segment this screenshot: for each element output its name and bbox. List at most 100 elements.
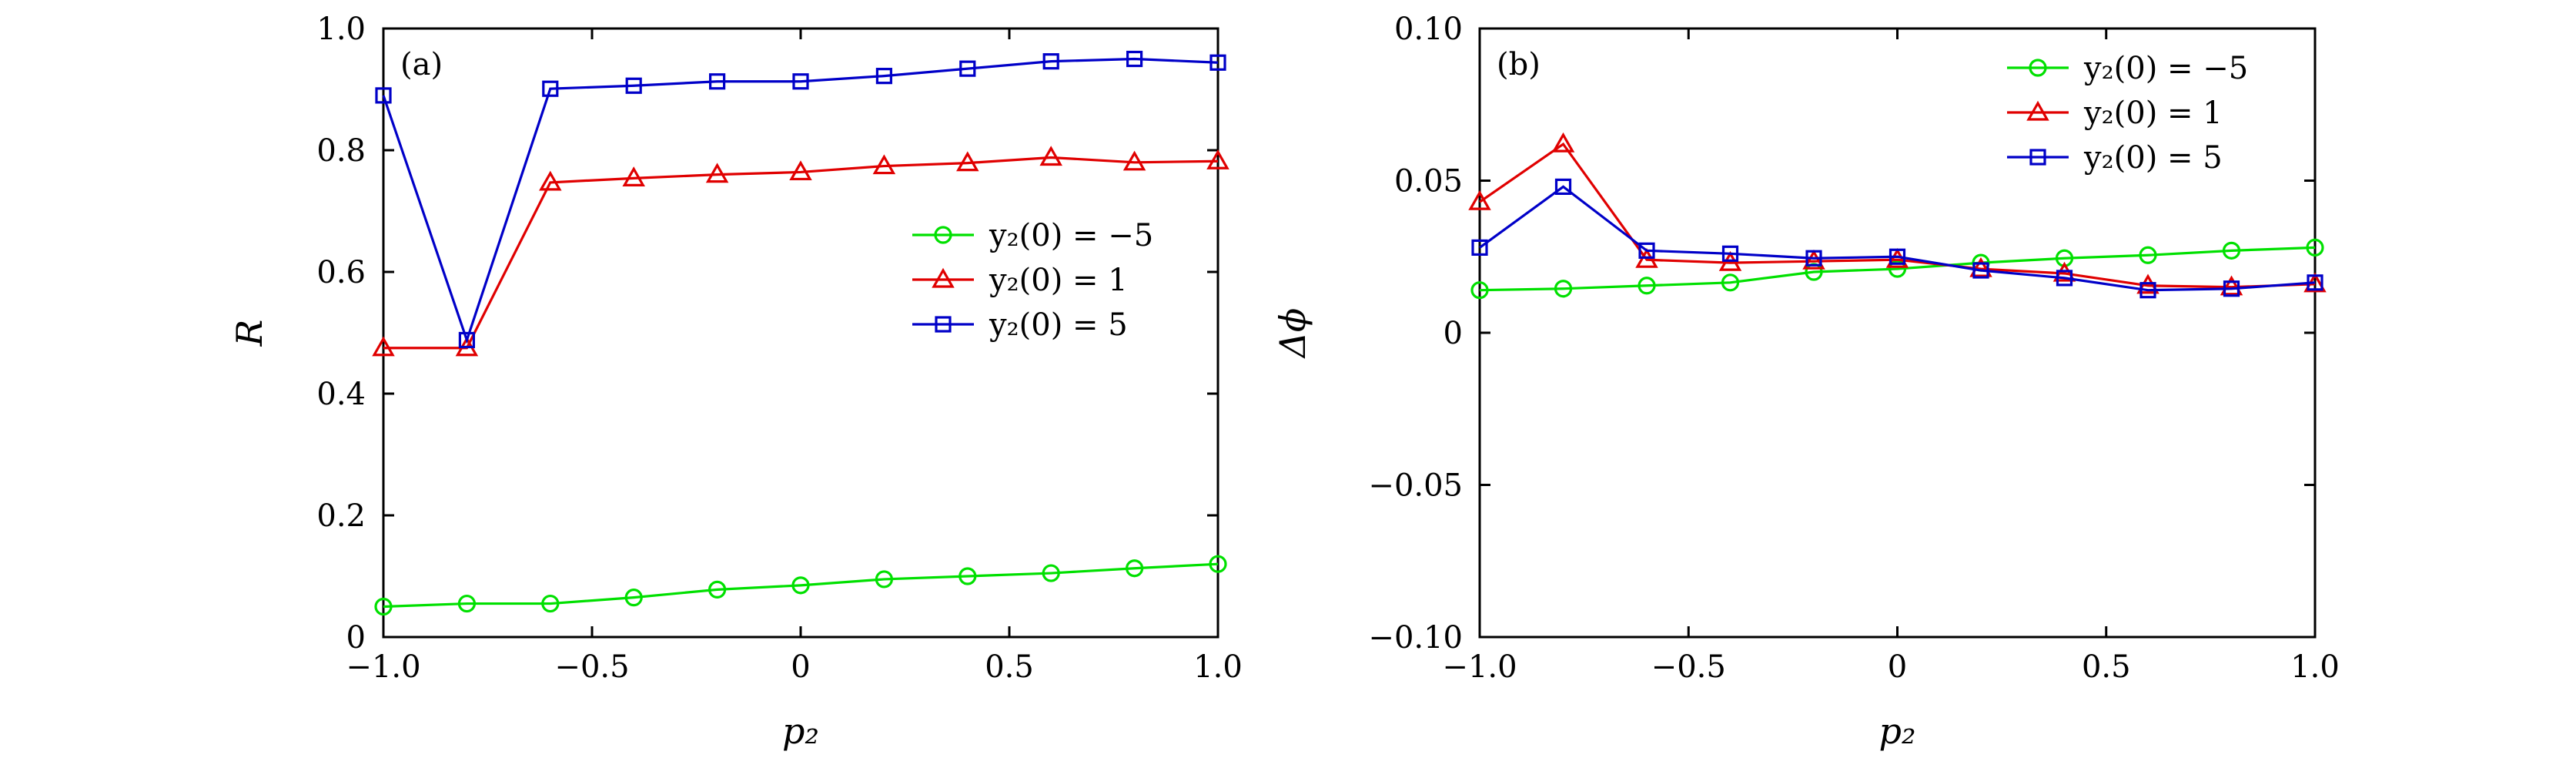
panel-a-legend-marker-0 [934,226,952,244]
panel-b-series-0-point [1470,281,1489,300]
panel-b-legend-marker-0 [2029,59,2047,77]
panel-a: −1.0 −0.5 0 0.5 1.0 0 0.2 0.4 0.6 0.8 1.0 p₂ R (a) y₂(… [229,12,1243,752]
panel-b-legend-marker-2 [2029,149,2046,166]
panel-a-series-0-line [383,562,1219,609]
panel-a-xtick-label: 1.0 [1193,649,1243,685]
panel-b-ytick-label: 0.10 [1394,12,1463,47]
panel-b-series-2-point [1889,248,1906,265]
panel-a-legend-marker-1 [932,267,955,288]
panel-a-series-0-point [457,594,477,613]
panel-a-series-0-point [374,597,393,616]
panel-a-series-2-point [875,68,893,85]
panel-a-ytick-label: 1.0 [316,12,366,47]
panel-a-xtick-label: −0.5 [554,649,629,685]
panel-a-ytick-label: 0 [346,620,366,656]
panel-b-xlabel: p₂ [1879,710,1916,752]
panel-b-series-2-point [1638,242,1655,259]
panel-a-series-2-point [375,87,392,104]
panel-a-legend-label-0: y₂(0) = −5 [989,218,1153,253]
panel-b-series-2-line [1479,185,2316,292]
panel-a-series-2-point [542,80,559,97]
panel-b-series-2-point [2056,270,2073,287]
panel-b-series-2-point [1972,262,1989,279]
panel-a-series-1-point [1122,150,1146,171]
panel-b-ylabel: Δϕ [1272,308,1313,360]
panel-b-series-2-point [2139,282,2156,299]
panel-a-series-0-point [1125,559,1144,578]
panel-b-series-1-line [1479,142,2316,289]
panel-a-series-0-point [1209,555,1227,573]
panel-a-series-0-point [624,589,643,607]
panel-a-series-1-point [1206,149,1229,169]
panel-a-ytick-label: 0.4 [316,377,366,412]
panel-a-xtick-label: 0 [791,649,810,685]
panel-b-series-1-point [1551,132,1575,153]
panel-b-series-1-point [1468,190,1491,210]
panel-b-series-0-point [1638,277,1656,295]
panel-a-series-1-point [539,170,562,191]
panel-a-series-1-point [372,336,395,357]
panel-b-legend-label-2: y₂(0) = 5 [2083,140,2223,176]
panel-b-xtick-label: −0.5 [1651,649,1726,685]
panel-b-series-0-point [1554,280,1573,298]
panel-b-series-0-point [1721,273,1740,292]
panel-a-series-0-point [708,580,727,599]
panel-b-series-2-point [1554,178,1572,195]
panel-a-ytick-label: 0.2 [316,498,366,534]
panel-a-series-0-point [541,594,560,613]
panel-b-series-2-point [2307,274,2323,291]
panel-b-legend-label-0: y₂(0) = −5 [2083,51,2248,86]
panel-b-ytick-label: −0.10 [1368,620,1463,656]
panel-b-label: (b) [1497,47,1541,82]
panel-a-series-0-point [1042,564,1060,582]
panel-a-xtick-label: −1.0 [346,649,420,685]
panel-a-series-1-point [872,154,896,175]
panel-a-legend-marker-2 [935,316,952,333]
panel-b-series-0-point [2306,238,2324,257]
panel-a-xtick-label: 0.5 [985,649,1034,685]
panel-b-xtick-label: 1.0 [2290,649,2340,685]
panel-b-ytick-label: −0.05 [1368,468,1463,504]
panel-a-series-2-point [708,73,726,90]
panel-b-legend-marker-1 [2026,100,2049,121]
panel-b-series-0-point [2139,246,2157,264]
panel-a-series-2-point [1209,54,1226,71]
panel-b-series-1-point [1802,249,1825,270]
panel-a-series-2-point [1126,50,1143,68]
panel-a-series-1-point [1039,146,1062,166]
panel-a-series-2-point [458,331,476,349]
panel-a-series-1-line [383,156,1219,350]
panel-b-xtick-label: −1.0 [1442,649,1517,685]
panel-b-series-2-point [1721,245,1739,262]
panel-a-series-1-point [705,163,729,183]
panel-b-series-0-point [1888,260,1907,278]
panel-a-xlabel: p₂ [782,710,819,752]
panel-b-ytick-label: 0 [1444,316,1463,351]
panel-a-ytick-label: 0.8 [316,133,366,169]
panel-b-ytick-label: 0.05 [1394,164,1463,200]
panel-a-series-1-point [622,166,645,186]
panel-b-xtick-label: 0.5 [2082,649,2131,685]
panel-a-series-2-point [625,77,642,94]
panel-b: −1.0 −0.5 0 0.5 1.0 −0.10 −0.05 0 0.05 0.10 p₂ Δϕ (b… [1272,12,2340,752]
panel-a-ylabel: R [229,320,270,347]
panel-a-series-2-line [382,57,1219,344]
panel-b-legend-label-1: y₂(0) = 1 [2083,96,2223,131]
panel-a-series-0-point [791,576,810,595]
panel-b-series-1-point [1969,257,1992,277]
panel-a-series-2-point [1042,53,1059,70]
panel-a-label: (a) [400,47,443,82]
panel-a-series-1-point [956,151,979,172]
panel-a-legend-label-1: y₂(0) = 1 [989,263,1128,298]
panel-a-series-2-point [792,73,809,90]
panel-a-series-1-point [789,160,812,181]
panel-b-series-0-line [1479,246,2316,292]
panel-a-legend-label-2: y₂(0) = 5 [989,307,1128,343]
panel-a-series-2-point [959,60,976,77]
panel-b-series-0-point [2222,241,2241,260]
panel-b-series-2-point [2223,280,2240,297]
panel-b-series-1-point [2220,275,2243,296]
panel-a-series-0-point [958,567,977,585]
panel-a-ytick-label: 0.6 [316,255,366,290]
